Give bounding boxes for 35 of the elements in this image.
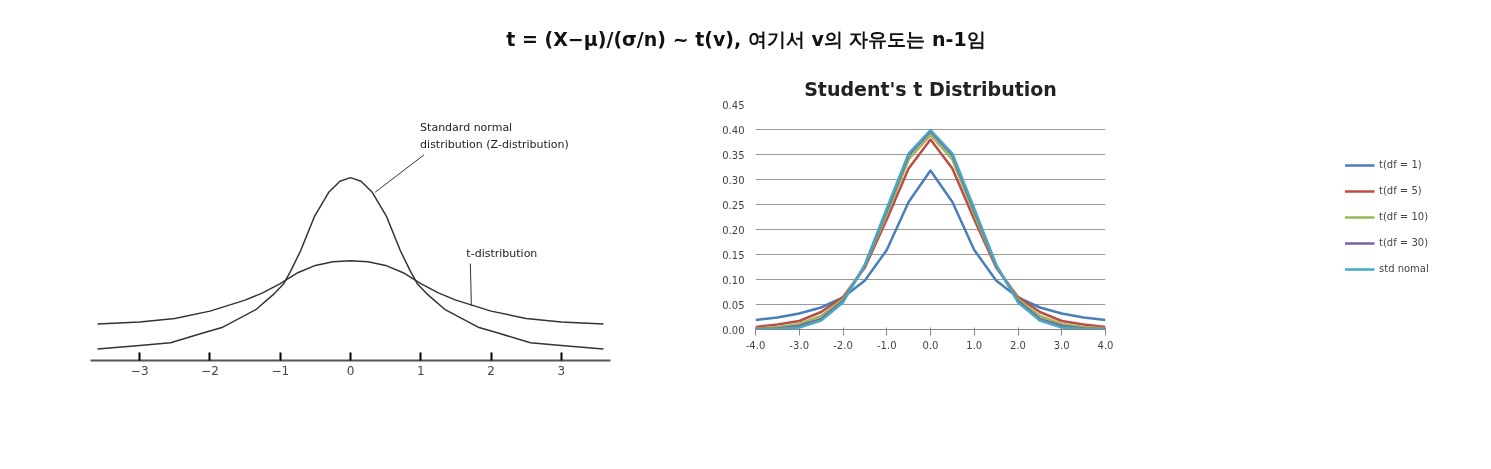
chart-title: Student's t Distribution	[804, 77, 1057, 100]
x-tick-label: 0	[346, 363, 355, 378]
y-tick-label: 0.25	[722, 199, 745, 211]
x-tick-label: -4.0	[745, 339, 766, 351]
annotation: Standard normal distribution (Z-distribution)	[420, 121, 569, 152]
legend-label: t(df = 10)	[1379, 211, 1430, 222]
x-tick-label: 3.0	[1053, 339, 1070, 351]
y-tick-label: 0.05	[722, 299, 745, 311]
y-tick-label: 0.40	[722, 124, 745, 136]
x-tick-label: 1	[416, 363, 425, 378]
y-tick-label: 0.20	[722, 224, 745, 236]
y-tick-label: 0.15	[722, 249, 745, 261]
y-tick-label: 0.00	[722, 324, 745, 336]
y-tick-label: 0.45	[722, 99, 745, 111]
x-tick-label: 1.0	[966, 339, 983, 351]
x-tick-label: 3	[557, 363, 566, 378]
y-tick-label: 0.35	[722, 149, 745, 161]
x-tick-label: -2.0	[833, 339, 853, 351]
x-tick-label: −1	[271, 363, 290, 378]
x-tick-label: 2	[487, 363, 495, 378]
legend-label: t(df = 30)	[1379, 237, 1430, 248]
x-tick-label: 0.0	[922, 339, 939, 351]
legend-label: t(df = 1)	[1379, 159, 1423, 170]
legend-label: t(df = 5)	[1379, 185, 1423, 196]
legend-label: std nomal	[1379, 263, 1430, 274]
text: t = (X−μ)/(σ/n) ~ t(v), 여기서 v의 자유도는 n-1임	[506, 28, 986, 50]
annotation: t-distribution	[466, 246, 538, 260]
x-tick-label: 4.0	[1097, 339, 1114, 351]
x-tick-label: −3	[130, 363, 149, 378]
x-tick-label: -3.0	[789, 339, 810, 351]
x-tick-label: 2.0	[1010, 339, 1026, 351]
y-tick-label: 0.10	[722, 274, 745, 286]
y-tick-label: 0.30	[722, 174, 745, 186]
x-tick-label: -1.0	[876, 339, 897, 351]
x-tick-label: −2	[201, 363, 219, 378]
